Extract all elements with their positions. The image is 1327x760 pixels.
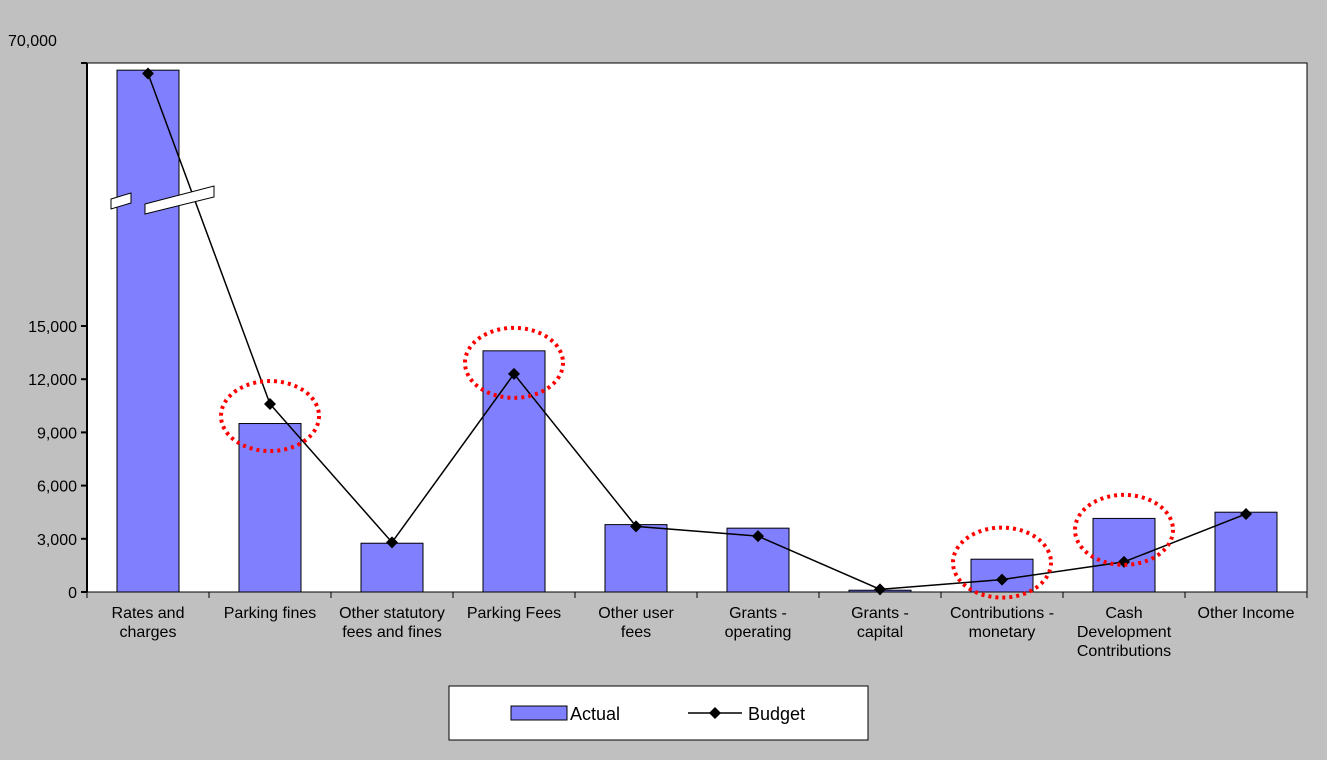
- budget-point: [1240, 507, 1252, 520]
- x-tick-label: Rates and charges: [112, 605, 185, 641]
- budget-point: [386, 536, 398, 549]
- x-tick-label: Other statutory fees and fines: [339, 605, 445, 641]
- highlight-ellipse: [951, 525, 1053, 600]
- bar-actual: [482, 350, 546, 593]
- x-tick-label: Contributions -monetary: [950, 605, 1054, 641]
- budget-point: [752, 530, 764, 543]
- bar-actual: [116, 69, 180, 593]
- highlight-ellipse: [219, 379, 321, 454]
- bar-actual: [360, 542, 424, 593]
- x-tick-label: Grants -operating: [725, 605, 792, 641]
- highlight-ellipse: [463, 325, 565, 400]
- budget-point: [142, 67, 154, 80]
- budget-line: [147, 73, 1247, 591]
- x-tick-label: Parking fines: [224, 605, 317, 622]
- legend-marker-budget: [709, 707, 721, 719]
- y-tick-label: 0: [68, 585, 77, 602]
- legend-label-budget: Budget: [748, 704, 805, 724]
- y-tick-label: 12,000: [28, 372, 77, 389]
- legend-label-actual: Actual: [570, 704, 620, 724]
- axis-break-mark: [110, 192, 132, 210]
- budget-point: [874, 583, 886, 596]
- x-tick-label: Other user fees: [598, 605, 674, 641]
- x-tick-label: Parking Fees: [467, 605, 561, 622]
- x-tick-label: Grants -capital: [851, 605, 909, 641]
- axis-break-mark: [144, 185, 215, 215]
- y-tick-label: 9,000: [37, 425, 77, 442]
- x-tick-label: Other Income: [1198, 605, 1295, 622]
- y-tick-label: 6,000: [37, 479, 77, 496]
- y-tick-label: 15,000: [28, 319, 77, 336]
- bar-actual: [238, 423, 302, 593]
- budget-point: [630, 520, 642, 533]
- bar-actual: [1092, 517, 1156, 593]
- bar-actual: [1214, 511, 1278, 593]
- budget-point: [264, 398, 276, 411]
- x-tick-label: Cash Development Contributions: [1077, 605, 1172, 660]
- y-tick-label: 70,000: [8, 33, 57, 50]
- legend-swatch-actual: [510, 705, 568, 721]
- bar-actual: [604, 524, 668, 593]
- highlight-ellipse: [1073, 492, 1175, 567]
- budget-point: [508, 367, 520, 380]
- y-tick-label: 3,000: [37, 532, 77, 549]
- budget-point: [996, 573, 1008, 586]
